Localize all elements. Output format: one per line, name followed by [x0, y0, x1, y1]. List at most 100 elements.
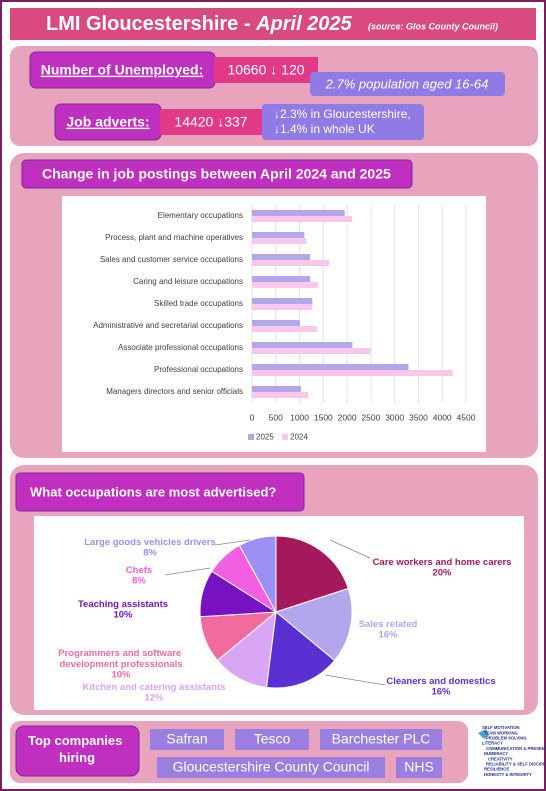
- company-name: NHS: [404, 759, 434, 775]
- skill: HONESTY & INTEGRITY: [484, 772, 532, 777]
- bar: [252, 216, 353, 222]
- skill: RESILIENCE: [484, 767, 509, 772]
- pie-slice: [238, 535, 277, 613]
- slice-label: Cleaners and domestics: [386, 676, 495, 687]
- stat-note: ↓1.4% in whole UK: [274, 122, 375, 136]
- company-name: Barchester PLC: [332, 731, 431, 747]
- skill: COMMUNICATION & PRESENTATION: [486, 746, 546, 751]
- legend-swatch: [282, 434, 288, 440]
- value-box: [160, 109, 262, 135]
- stat-label: Number of Unemployed:: [41, 62, 204, 78]
- y-tick-label: Process, plant and machine operatives: [105, 233, 243, 242]
- leader-line: [164, 567, 211, 576]
- y-tick-label: Sales and customer service occupations: [100, 255, 243, 264]
- slice-value-label: 20%: [432, 568, 452, 579]
- slice-label: Chefs: [126, 565, 152, 576]
- pie-slice: [274, 587, 353, 662]
- bar: [252, 276, 311, 282]
- slice-label: Kitchen and catering assistants: [82, 682, 225, 693]
- bar: [252, 254, 311, 260]
- skill: NUMERACY: [484, 751, 508, 756]
- leader-line: [324, 674, 386, 686]
- y-tick-label: Managers directors and senior officials: [106, 387, 243, 396]
- leader-line: [329, 539, 371, 559]
- heading-box: [15, 725, 140, 777]
- company-name: Gloucestershire County Council: [173, 759, 370, 775]
- heading-box: [15, 472, 305, 512]
- bar: [252, 326, 318, 332]
- bar: [252, 386, 301, 392]
- company-box: [235, 729, 309, 750]
- x-tick-label: 2000: [338, 412, 357, 422]
- slice-label: Programmers and software development pro…: [58, 648, 184, 670]
- legend-swatch: [248, 434, 254, 440]
- company-name: Safran: [166, 731, 207, 747]
- x-tick-label: 500: [269, 412, 283, 422]
- x-tick-label: 4000: [433, 412, 452, 422]
- pie-slice: [275, 535, 349, 613]
- slice-value-label: 8%: [143, 548, 157, 559]
- stat-value: 14420 ↓337: [174, 114, 247, 130]
- slice-value-label: 8%: [132, 576, 146, 587]
- skill: PROBLEM SOLVING: [486, 736, 527, 741]
- stat-label: Job adverts:: [66, 114, 149, 130]
- x-tick-label: 3500: [409, 412, 428, 422]
- slice-value-label: 10%: [111, 670, 131, 681]
- slice-value-label: 16%: [378, 630, 398, 641]
- stat-value: 10660 ↓ 120: [227, 62, 304, 78]
- bar: [252, 320, 301, 326]
- y-tick-label: Elementary occupations: [158, 211, 243, 220]
- bar: [252, 370, 453, 376]
- note-box: [310, 72, 505, 96]
- x-tick-label: 3000: [385, 412, 404, 422]
- bar: [252, 304, 313, 310]
- companies: Safran Tesco Barchester PLC Gloucestershire…: [150, 729, 442, 778]
- slice-label: Care workers and home carers: [373, 557, 512, 568]
- legend-label: 2024: [290, 433, 308, 442]
- bar: [252, 348, 371, 354]
- leader-line: [214, 539, 251, 546]
- bar: [252, 260, 330, 266]
- chart-title: Change in job postings between April 202…: [42, 166, 391, 182]
- bar: [252, 298, 313, 304]
- company-box: [396, 757, 442, 778]
- bar: [252, 342, 353, 348]
- bar: [252, 392, 309, 398]
- slice-value-label: 10%: [113, 610, 133, 621]
- stat-note: ↓2.3% in Gloucestershire,: [274, 107, 411, 121]
- x-tick-label: 1500: [314, 412, 333, 422]
- bar: [252, 232, 305, 238]
- title-date: April 2025: [255, 13, 352, 35]
- value-box: [214, 57, 318, 83]
- bar: [252, 282, 319, 288]
- skill: SELF MOTIVATION: [482, 725, 520, 730]
- x-tick-label: 1000: [290, 412, 309, 422]
- skill: CREATIVITY: [488, 756, 513, 761]
- stat-note: 2.7% population aged 16-64: [325, 76, 489, 91]
- y-tick-label: Skilled trade occupations: [154, 299, 243, 308]
- company-name: Tesco: [254, 731, 291, 747]
- x-tick-label: 2500: [361, 412, 380, 422]
- skill: RELIABILITY & SELF DISCIPLINE: [486, 762, 546, 767]
- skill: TEAM WORKING: [484, 730, 518, 735]
- title-text: LMI Gloucestershire -: [46, 13, 251, 35]
- heading-box: [21, 159, 413, 189]
- bar: [252, 364, 409, 370]
- header-source: (source: Glos County Council): [368, 21, 498, 31]
- y-tick-label: Administrative and secretarial occupatio…: [93, 321, 243, 330]
- skill: LITERACY: [482, 741, 503, 746]
- company-box: [320, 729, 442, 750]
- bar: [252, 210, 345, 216]
- slice-label: Teaching assistants: [78, 599, 168, 610]
- chart-title: What occupations are most advertised?: [30, 484, 276, 499]
- y-tick-label: Caring and leisure occupations: [133, 277, 243, 286]
- company-box: [157, 757, 385, 778]
- note-box: [262, 104, 424, 140]
- slice-value-label: 12%: [144, 693, 164, 704]
- bar-chart: 0 500 1000 1500 2000 2500 3000 3500 4000 4500 Elem…: [93, 205, 476, 442]
- slice-value-label: 16%: [431, 687, 451, 698]
- header-bar: [10, 8, 536, 40]
